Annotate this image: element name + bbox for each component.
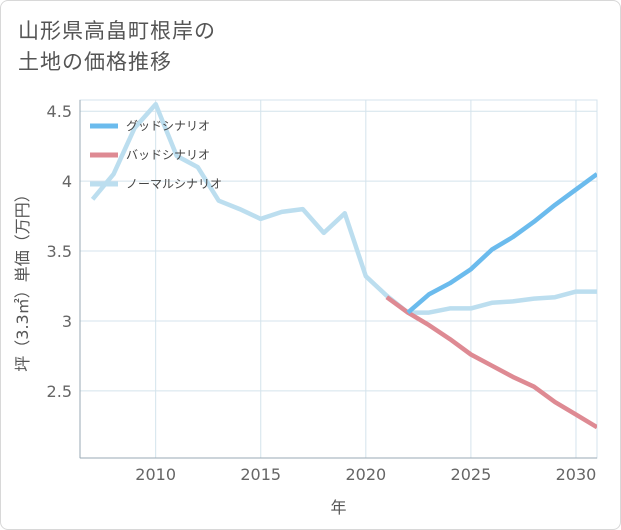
chart-title: 山形県高畠町根岸の 土地の価格推移 <box>18 16 216 78</box>
title-line-2: 土地の価格推移 <box>18 50 172 74</box>
series-line-good <box>406 172 597 315</box>
grid <box>79 99 598 459</box>
series-line-normal <box>90 101 597 315</box>
axes: 2010 2015 2020 2025 2030 2.5 3 3.5 4 4.5 <box>47 100 597 484</box>
y-tick-label: 3 <box>62 312 72 331</box>
series-lines <box>90 101 597 430</box>
y-tick-label: 3.5 <box>47 242 72 261</box>
y-tick-label: 2.5 <box>47 382 72 401</box>
y-axis-title: 坪（3.3㎡）単価（万円） <box>13 186 32 371</box>
legend-label-bad: バッドシナリオ <box>126 148 210 162</box>
x-tick-label: 2010 <box>135 465 176 484</box>
y-tick-label: 4 <box>62 172 72 191</box>
x-tick-label: 2020 <box>345 465 386 484</box>
x-tick-label: 2025 <box>451 465 492 484</box>
y-tick-label: 4.5 <box>47 102 72 121</box>
legend-label-normal: ノーマルシナリオ <box>126 177 222 191</box>
series-line-bad <box>385 295 597 430</box>
x-axis-title: 年 <box>330 498 346 517</box>
x-tick-label: 2030 <box>556 465 597 484</box>
title-line-1: 山形県高畠町根岸の <box>18 19 216 43</box>
legend-label-good: グッドシナリオ <box>126 119 210 133</box>
x-tick-label: 2015 <box>240 465 281 484</box>
